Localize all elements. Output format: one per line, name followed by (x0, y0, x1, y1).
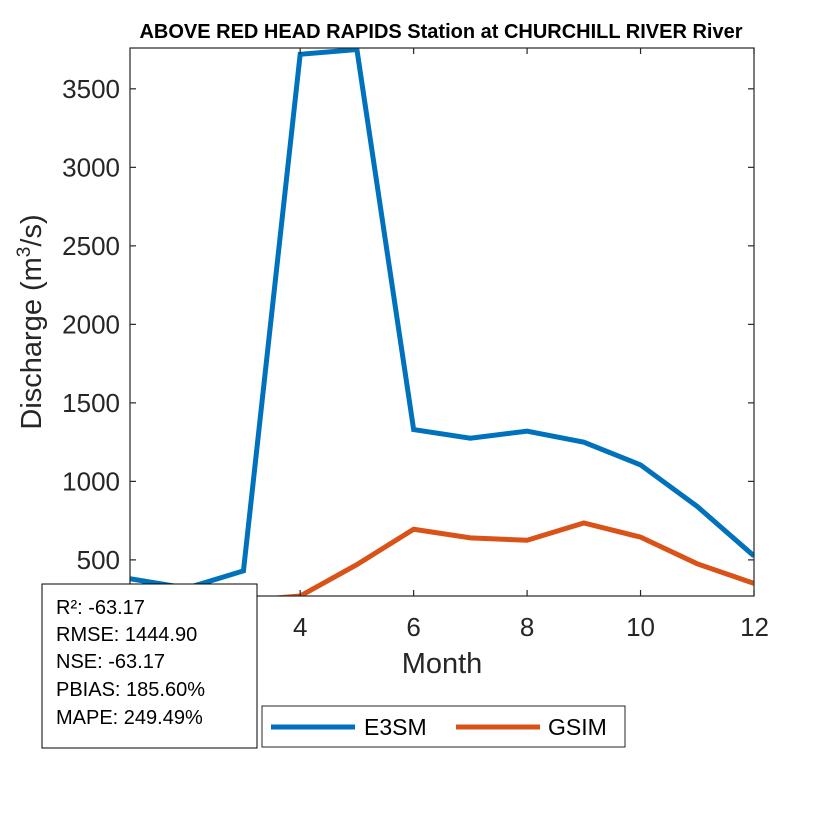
chart-title: ABOVE RED HEAD RAPIDS Station at CHURCHI… (139, 21, 742, 43)
stat-pbias: PBIAS: 185.60% (56, 679, 205, 701)
legend-label-e3sm: E3SM (364, 714, 427, 740)
y-tick-label-2000: 2000 (62, 309, 120, 339)
stats-box: R²: -63.17 RMSE: 1444.90 NSE: -63.17 PBI… (41, 583, 258, 749)
x-tick-label-12: 12 (740, 612, 769, 642)
legend: E3SM GSIM (261, 705, 626, 748)
series-line-e3sm (130, 48, 754, 591)
y-axis-label-prefix: Discharge (m (16, 257, 48, 429)
y-axis-label-sup: 3 (14, 247, 35, 258)
stats-box-frame (41, 583, 258, 749)
stat-nse: NSE: -63.17 (56, 651, 165, 673)
y-tick-label-1000: 1000 (62, 466, 120, 496)
stat-r2: R²: -63.17 (56, 597, 145, 619)
y-tick-label-1500: 1500 (62, 388, 120, 418)
y-tick-label-3500: 3500 (62, 74, 120, 104)
x-axis-label: Month (402, 648, 483, 680)
y-tick-label-2500: 2500 (62, 231, 120, 261)
x-tick-label-6: 6 (406, 612, 420, 642)
stat-rmse: RMSE: 1444.90 (56, 624, 197, 646)
y-axis-label: Discharge (m3/s) (14, 214, 48, 429)
y-tick-label-500: 500 (77, 545, 120, 575)
x-tick-label-4: 4 (293, 612, 307, 642)
y-axis-label-suffix: /s) (16, 214, 48, 246)
y-tick-label-3000: 3000 (62, 152, 120, 182)
x-tick-label-8: 8 (520, 612, 534, 642)
legend-label-gsim: GSIM (548, 714, 607, 740)
plot-frame (129, 47, 755, 597)
plot-area (130, 48, 754, 596)
stat-mape: MAPE: 249.49% (56, 707, 203, 729)
tick-layer: 500 1000 1500 2000 2500 3000 3500 4 6 8 10 12 (62, 48, 769, 642)
series-line-gsim (130, 520, 754, 596)
x-tick-label-10: 10 (626, 612, 655, 642)
